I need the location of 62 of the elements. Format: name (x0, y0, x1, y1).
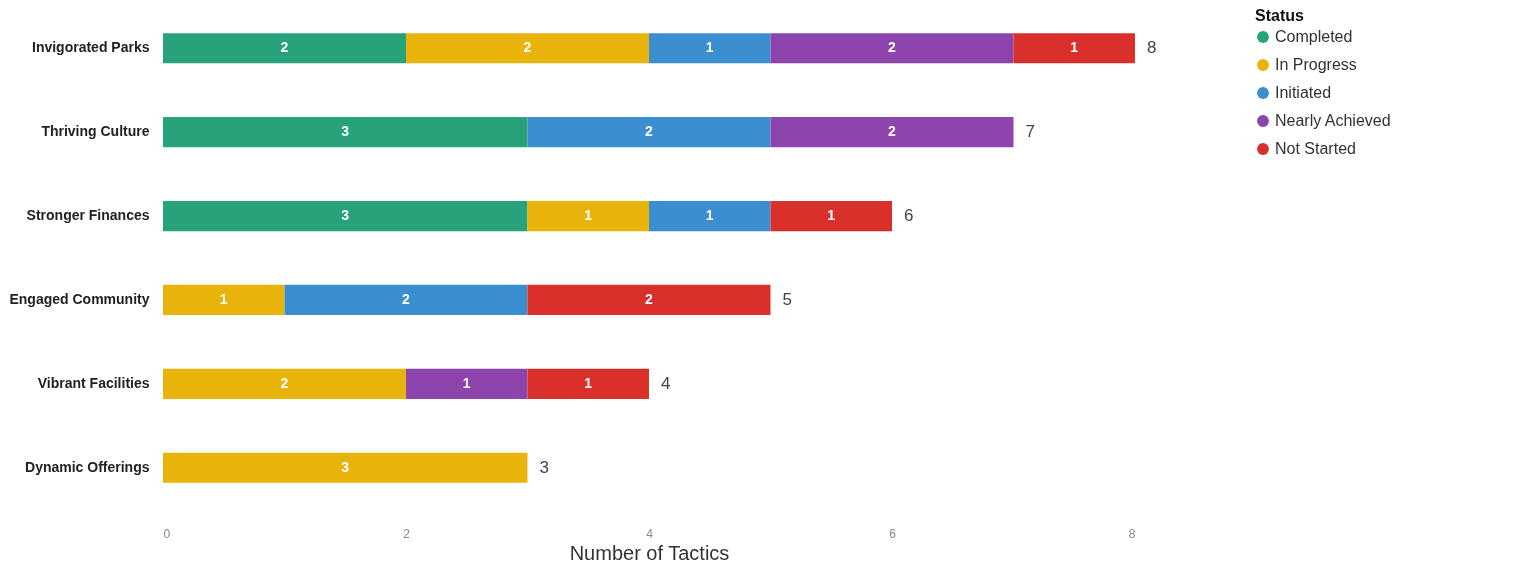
bar (770, 200, 892, 232)
x-tick-label: 6 (889, 526, 897, 541)
bar (527, 117, 771, 148)
x-tick-label: 8 (1128, 526, 1136, 541)
y-tick-label: Invigorated Parks (32, 39, 150, 56)
bar (527, 200, 649, 232)
total-label: 7 (1025, 122, 1035, 142)
data-label: 1 (705, 39, 714, 56)
y-tick-label: Thriving Culture (41, 123, 150, 140)
x-tick-label: 2 (403, 526, 411, 541)
bar (649, 33, 771, 64)
data-label: 2 (645, 290, 654, 307)
data-label: 2 (523, 39, 532, 56)
bar (406, 368, 528, 399)
data-label: 2 (888, 39, 897, 56)
y-tick-label: Stronger Finances (26, 207, 150, 224)
data-label: 2 (280, 39, 289, 56)
total-label: 8 (1147, 38, 1157, 58)
data-label: 2 (280, 374, 289, 391)
x-tick-label: 4 (646, 526, 654, 541)
data-label: 1 (827, 207, 836, 224)
bar (284, 284, 528, 316)
data-label: 3 (341, 123, 350, 140)
bar (1013, 33, 1135, 64)
bar (163, 117, 528, 148)
legend-title: Status (1255, 7, 1304, 24)
total-label: 3 (539, 457, 549, 477)
y-tick-label: Dynamic Offerings (25, 458, 150, 475)
x-axis-title: Number of Tactics (569, 541, 730, 564)
bar (649, 200, 771, 232)
total-label: 5 (782, 289, 792, 309)
bar (527, 368, 649, 399)
bar (163, 200, 528, 232)
y-tick-label: Vibrant Facilities (37, 374, 150, 391)
bar (163, 284, 285, 316)
bar (770, 33, 1014, 64)
y-tick-label: Engaged Community (9, 290, 150, 307)
legend-label: Nearly Achieved (1275, 112, 1391, 129)
data-label: 3 (341, 207, 350, 224)
legend-label: Initiated (1275, 84, 1332, 101)
x-tick-label: 0 (163, 526, 171, 541)
data-label: 2 (888, 123, 897, 140)
data-label: 3 (341, 458, 350, 475)
data-label: 2 (645, 123, 654, 140)
total-label: 6 (904, 206, 914, 226)
legend-label: Not Started (1275, 140, 1356, 157)
bar (163, 452, 528, 483)
data-label: 1 (705, 207, 714, 224)
legend-label: In Progress (1275, 56, 1357, 73)
data-label: 2 (402, 290, 411, 307)
legend-label: Completed (1275, 28, 1353, 45)
bar (770, 117, 1014, 148)
data-label: 1 (584, 207, 593, 224)
bar (163, 368, 406, 399)
data-label: 1 (462, 374, 471, 391)
bar (527, 284, 771, 316)
data-label: 1 (219, 290, 228, 307)
bar (406, 33, 649, 64)
total-label: 4 (661, 373, 671, 393)
data-label: 1 (1070, 39, 1079, 56)
bar (163, 33, 406, 64)
data-label: 1 (584, 374, 593, 391)
